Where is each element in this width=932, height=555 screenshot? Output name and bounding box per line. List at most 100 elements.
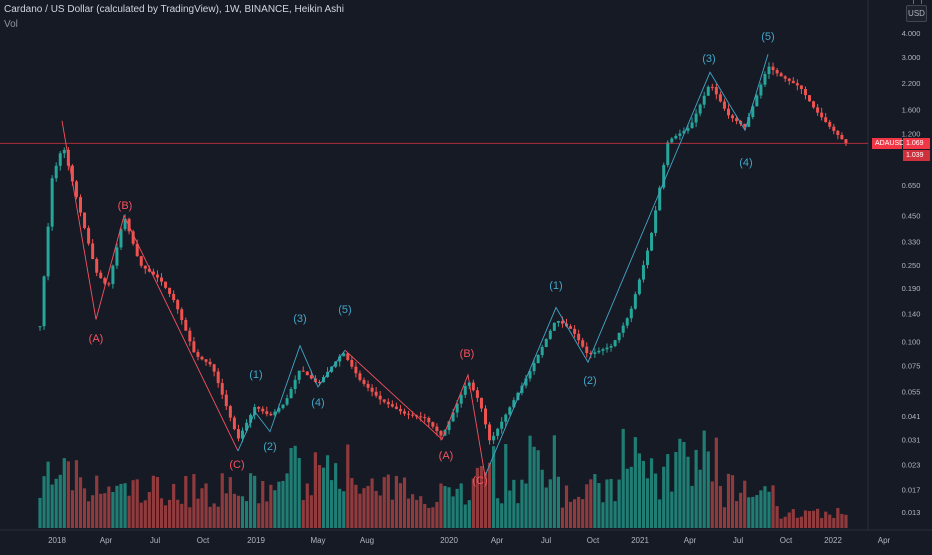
candle-body	[613, 340, 617, 347]
volume-bar	[645, 478, 650, 528]
candle-body	[650, 232, 654, 251]
candle-body	[354, 366, 358, 374]
volume-bar	[439, 483, 443, 528]
volume-bar	[532, 446, 536, 528]
volume-bar	[637, 453, 641, 528]
candle-body	[419, 416, 423, 418]
volume-bar	[730, 475, 735, 528]
candle-body	[577, 333, 581, 341]
candle-body	[346, 353, 350, 360]
volume-bar	[321, 467, 326, 528]
volume-bar	[325, 455, 330, 528]
volume-bar	[605, 479, 609, 528]
candle-body	[200, 356, 204, 360]
volume-bar	[305, 483, 309, 528]
time-axis-label: Oct	[587, 536, 600, 545]
candle-body	[111, 265, 115, 284]
volume-bar	[330, 480, 334, 528]
volume-bar	[382, 477, 386, 528]
time-axis-label: May	[310, 536, 325, 545]
volume-bar	[496, 498, 500, 528]
wave-label: (5)	[761, 31, 774, 43]
volume-bar	[394, 475, 398, 528]
price-axis-label: 0.190	[902, 284, 921, 293]
candle-body	[160, 277, 163, 282]
wave-label: (3)	[702, 53, 715, 65]
volume-bar	[135, 479, 139, 528]
volume-bar	[649, 458, 654, 528]
candle-body	[249, 414, 253, 423]
volume-bar	[70, 490, 74, 528]
volume-bar	[783, 516, 787, 528]
candle-body	[755, 95, 759, 107]
volume-bar	[269, 484, 273, 528]
volume-bar	[378, 495, 382, 528]
volume-bar	[775, 506, 779, 528]
price-axis-label: 4.000	[902, 29, 921, 38]
candle-body	[289, 389, 293, 399]
currency-button[interactable]: USD	[906, 0, 927, 22]
last-price-tag: 1.069	[903, 138, 930, 149]
volume-bar	[95, 475, 99, 528]
volume-bar	[811, 510, 816, 528]
candle-body	[767, 66, 771, 74]
volume-bar	[674, 452, 678, 528]
candle-body	[70, 165, 74, 182]
volume-bar	[658, 499, 662, 528]
candle-body	[42, 276, 46, 327]
candle-body	[139, 256, 143, 266]
candle-body	[731, 115, 735, 119]
candle-body	[87, 228, 91, 244]
candle-body	[411, 414, 415, 416]
volume-bar	[163, 505, 168, 528]
candle-body	[427, 417, 431, 423]
volume-bar	[398, 483, 403, 528]
volume-bar	[350, 478, 354, 528]
volume-bar	[111, 491, 115, 528]
candle-body	[103, 278, 107, 284]
volume-bar	[564, 485, 569, 528]
time-axis-label: Jul	[541, 536, 551, 545]
wave-label: (4)	[311, 397, 324, 409]
candle-body	[386, 401, 390, 405]
volume-bar	[791, 509, 795, 528]
volume-bar	[91, 495, 95, 528]
volume-bar	[577, 496, 581, 528]
candle-body	[216, 371, 220, 384]
candle-body	[374, 391, 378, 396]
candle-body	[83, 212, 87, 229]
candle-body	[633, 294, 637, 309]
volume-bar	[62, 458, 66, 528]
candle-body	[779, 73, 783, 77]
volume-bar	[87, 501, 91, 528]
volume-bar	[277, 481, 281, 528]
volume-bar	[192, 474, 196, 528]
wave-label: (A)	[439, 450, 454, 462]
candle-body	[269, 413, 273, 416]
candle-body	[747, 117, 751, 127]
volume-bar	[196, 498, 200, 528]
volume-bar	[50, 484, 54, 528]
volume-bar	[508, 490, 512, 528]
candle-body	[646, 250, 649, 266]
volume-bar	[216, 506, 220, 528]
price-axis-label: 0.017	[902, 486, 921, 495]
candle-body	[50, 178, 54, 227]
price-axis-label: 0.023	[902, 460, 921, 469]
volume-bar	[143, 500, 147, 528]
candle-body	[439, 431, 443, 436]
time-axis-label: 2022	[824, 536, 842, 545]
volume-bar	[443, 486, 447, 528]
candle-body	[641, 265, 645, 280]
candle-body	[301, 370, 305, 372]
volume-bar	[257, 503, 261, 528]
candle-body	[589, 353, 593, 355]
volume-bar	[824, 511, 828, 528]
candle-body	[556, 321, 560, 323]
volume-bar	[451, 496, 455, 528]
candle-body	[791, 80, 795, 84]
candle-body	[220, 383, 224, 395]
candle-body	[666, 142, 670, 165]
